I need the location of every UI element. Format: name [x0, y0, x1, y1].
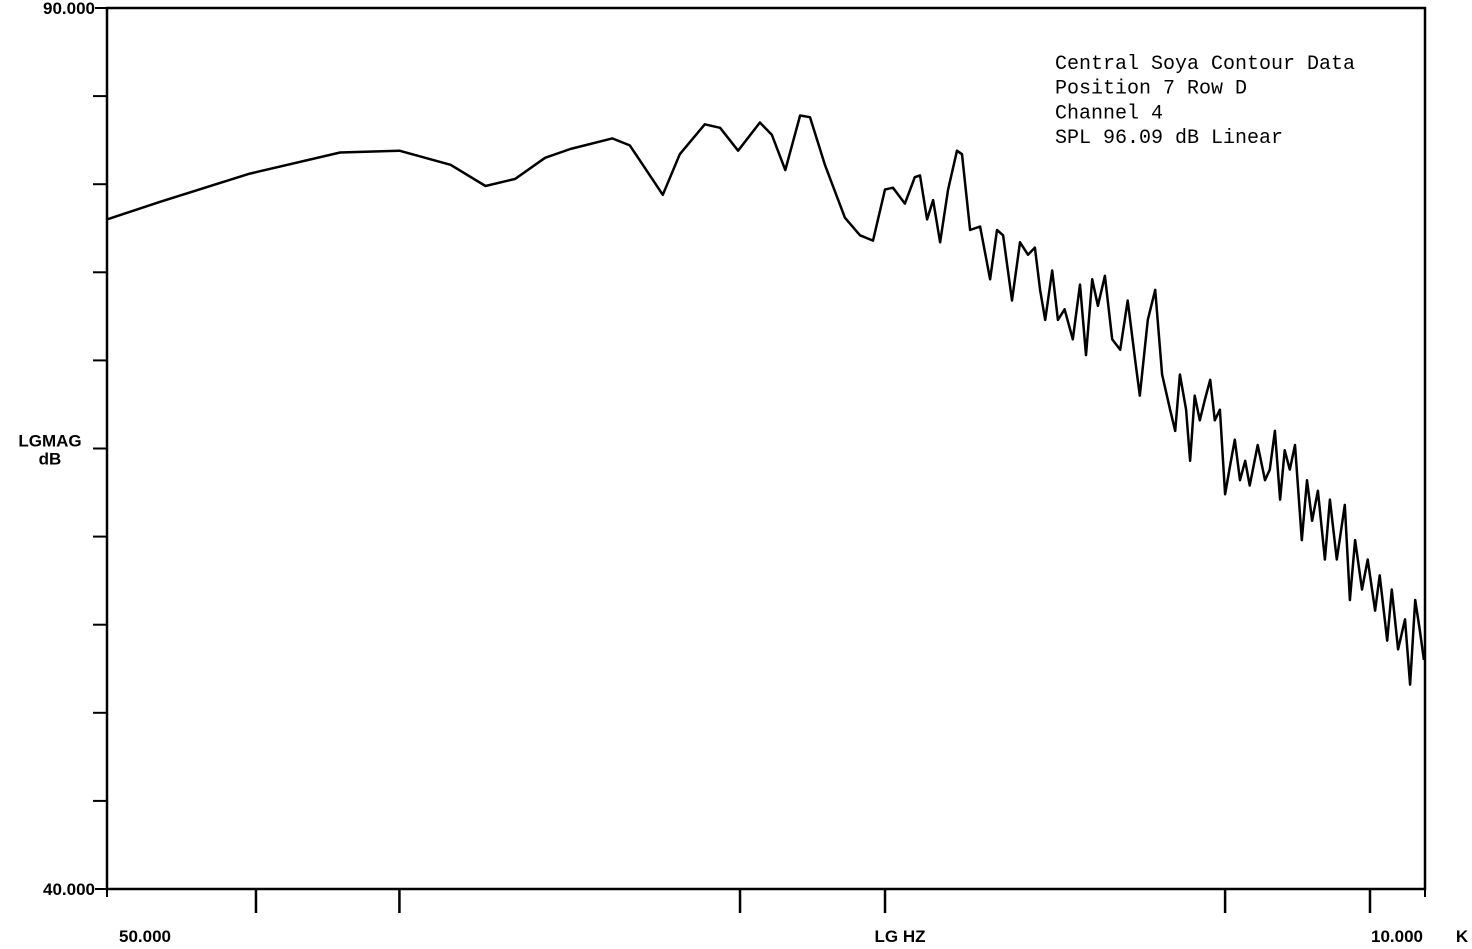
y-tick-label: 40.000: [43, 880, 95, 899]
y-tick-label: 90.000: [43, 0, 95, 18]
y-axis-label: dB: [39, 450, 62, 469]
annotation: Central Soya Contour Data: [1055, 53, 1355, 76]
y-axis-label: LGMAG: [18, 432, 81, 451]
annotation: Position 7 Row D: [1055, 78, 1247, 101]
x-tick-label: 10.000: [1371, 927, 1423, 946]
x-tick-label: 50.000: [119, 927, 171, 946]
x-unit: K: [1456, 927, 1469, 946]
annotation: Channel 4: [1055, 102, 1163, 125]
annotation: SPL 96.09 dB Linear: [1055, 127, 1283, 150]
data-line: [106, 114, 1426, 686]
x-axis-label: LG HZ: [875, 927, 926, 946]
